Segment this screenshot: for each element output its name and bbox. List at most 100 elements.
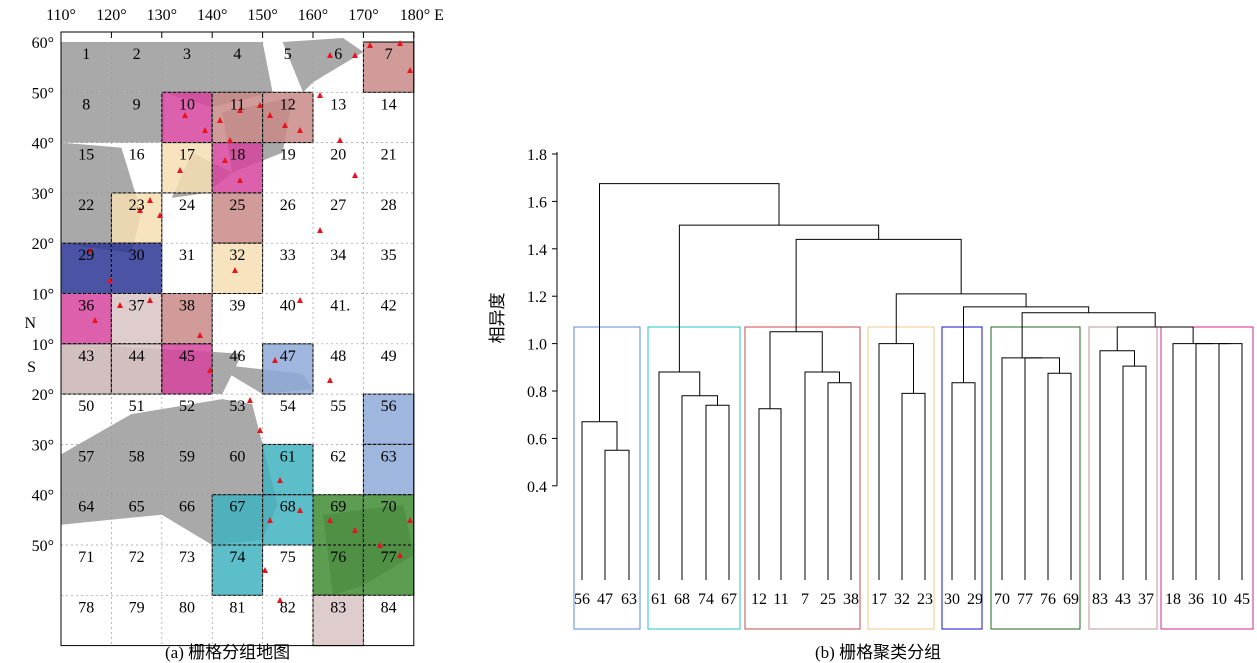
event-marker (317, 227, 323, 233)
cell-label: 42 (381, 298, 397, 315)
cell-label: 22 (78, 197, 94, 214)
map-frame (60, 31, 415, 647)
cell-label: 15 (78, 147, 94, 164)
leaf-label: 63 (621, 591, 637, 608)
group-cell (60, 242, 112, 294)
event-marker (297, 127, 303, 133)
leaf-label: 7 (801, 591, 809, 608)
latitude-label: 30° (32, 437, 54, 454)
longitude-label: 140° (197, 7, 227, 24)
leaf-label: 70 (994, 591, 1010, 608)
cell-label: 30 (129, 247, 145, 264)
cell-label: 17 (179, 147, 195, 164)
dendrogram-link (878, 343, 914, 580)
latitude-label: 40° (32, 488, 54, 505)
dendrogram-figure: 1.8 1.6 1.4 1.2 1.0 0.8 0.6 0.4 相异度 56 47 63 61 68 74 6… (488, 147, 1254, 630)
event-marker (202, 127, 208, 133)
cell-label: 10 (179, 96, 195, 113)
cell-label: 32 (229, 247, 245, 264)
cell-label: 24 (179, 197, 195, 214)
dendrogram-link (678, 224, 880, 373)
latitude-label: 50° (32, 85, 54, 102)
dendrogram-link (1001, 357, 1043, 580)
cluster-box (573, 326, 641, 630)
cell-label: 47 (280, 348, 296, 365)
cell-label: 37 (129, 298, 145, 315)
event-marker (352, 172, 358, 178)
cell-label: 58 (129, 448, 145, 465)
dendrogram-link (581, 421, 618, 580)
group-cell (362, 443, 415, 496)
event-marker (257, 102, 263, 108)
dendrogram-link (895, 293, 1027, 344)
dendrogram-link (795, 238, 962, 332)
leaf-label: 43 (1115, 591, 1131, 608)
map-caption: (a) 栅格分组地图 (165, 643, 291, 662)
event-marker (177, 167, 183, 173)
leaf-label: 47 (597, 591, 613, 608)
leaf-label: 36 (1188, 591, 1204, 608)
cell-label: 71 (78, 549, 94, 566)
event-marker (147, 197, 153, 203)
latitude-label: 30° (32, 186, 54, 203)
y-tick-label: 1.2 (527, 289, 547, 306)
cell-label: 26 (280, 197, 296, 214)
cluster-box (647, 326, 741, 630)
latitude-label: 40° (32, 136, 54, 153)
event-marker (337, 137, 343, 143)
cell-label: 43 (78, 348, 94, 365)
group-cell (312, 594, 364, 647)
leaf-label: 61 (651, 591, 667, 608)
cell-label: 34 (330, 247, 346, 264)
leaf-label: 25 (820, 591, 836, 608)
cell-label: 21 (381, 147, 397, 164)
cell-label: 46 (229, 348, 245, 365)
event-marker (327, 377, 333, 383)
cell-label: 12 (280, 96, 296, 113)
cell-label: 55 (330, 398, 346, 415)
cell-label: 53 (229, 398, 245, 415)
cell-label: 77 (381, 549, 397, 566)
dendrogram-links (581, 183, 1243, 580)
event-marker (407, 67, 413, 73)
cell-label: 69 (330, 499, 346, 516)
event-marker (397, 552, 403, 558)
leaf-label: 76 (1040, 591, 1056, 608)
leaf-label: 67 (721, 591, 737, 608)
leaf-label: 17 (871, 591, 887, 608)
cell-label: 48 (330, 348, 346, 365)
dendrogram-link (1099, 350, 1135, 580)
cell-label: 79 (129, 599, 145, 616)
cell-label: 61 (280, 448, 296, 465)
cell-label: 40 (280, 298, 296, 315)
cell-label: 27 (330, 197, 346, 214)
y-tick-label: 1.6 (527, 194, 547, 211)
leaf-label: 69 (1063, 591, 1079, 608)
cell-label: 5 (284, 46, 292, 63)
y-tick-label: 1.8 (527, 147, 547, 164)
cell-label: 33 (280, 247, 296, 264)
leaf-label: 45 (1234, 591, 1250, 608)
y-axis (552, 152, 558, 487)
cell-label: 52 (179, 398, 195, 415)
y-tick-label: 0.8 (527, 384, 547, 401)
event-marker (267, 112, 273, 118)
y-tick-labels: 1.8 1.6 1.4 1.2 1.0 0.8 0.6 0.4 (527, 147, 547, 496)
dendrogram-link (599, 183, 780, 422)
dendrogram-link (951, 382, 976, 580)
leaf-label: 30 (944, 591, 960, 608)
event-marker (352, 52, 358, 58)
event-markers (87, 40, 413, 603)
y-tick-label: 1.0 (527, 337, 547, 354)
cell-label: 38 (179, 298, 195, 315)
cell-label: 60 (229, 448, 245, 465)
cell-label: 73 (179, 549, 195, 566)
dendrogram-link (1218, 343, 1243, 580)
event-marker (117, 302, 123, 308)
cell-label: 2 (133, 46, 141, 63)
leaf-label: 32 (894, 591, 910, 608)
dendrogram-link (1047, 372, 1072, 580)
cell-label: 62 (330, 448, 346, 465)
cell-label: 65 (129, 499, 145, 516)
cell-label: 63 (381, 448, 397, 465)
